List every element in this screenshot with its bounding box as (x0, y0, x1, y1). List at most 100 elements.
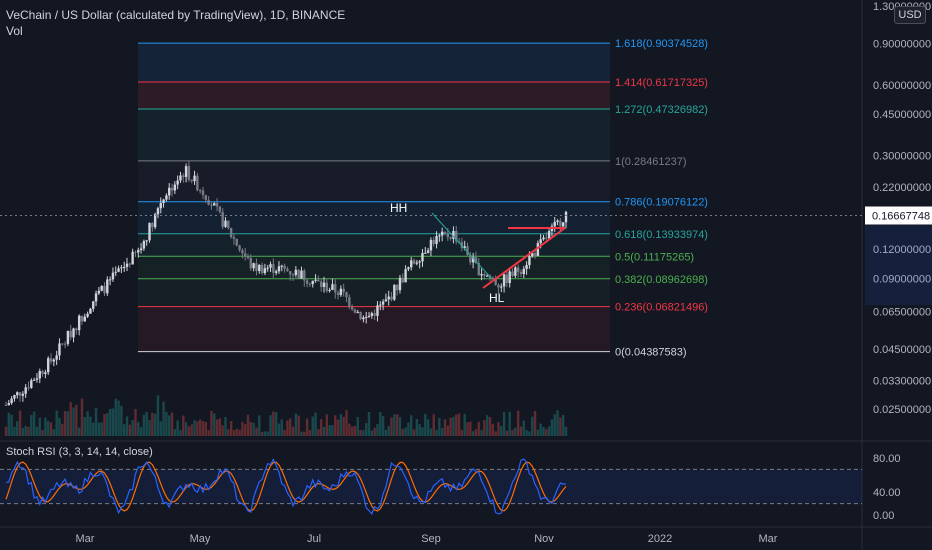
candle-body (466, 246, 469, 255)
candlesticks (4, 160, 568, 406)
candle-body (404, 269, 407, 283)
trendline-ascending (482, 227, 566, 289)
volume-bar (41, 430, 44, 436)
volume-bar (488, 417, 492, 436)
fib-label-1: 1(0.28461237) (615, 156, 687, 168)
volume-bar (128, 424, 132, 436)
candle-body (114, 271, 117, 273)
candle-body (213, 203, 216, 206)
volume-bar (426, 419, 430, 436)
candle-body (218, 206, 222, 212)
candle-body (255, 263, 258, 272)
candle-body (38, 371, 41, 379)
candle-body (342, 288, 345, 292)
candle-body (440, 231, 444, 236)
candle-body (379, 304, 382, 306)
volume-bar (269, 415, 272, 436)
candle-body (266, 267, 269, 269)
volume-bar (356, 416, 359, 436)
volume-bar (207, 430, 210, 436)
candle-body (460, 242, 464, 248)
y-tick-label: 0.09000000 (873, 273, 931, 285)
volume-bar (27, 426, 30, 436)
candle-body (449, 237, 452, 239)
volume-bar (32, 411, 36, 436)
volume-bar (398, 417, 402, 436)
candle-body (381, 301, 385, 305)
volume-bar (55, 410, 58, 436)
candle-body (432, 239, 435, 245)
volume-bar (542, 427, 545, 436)
candle-body (89, 308, 92, 314)
volume-bar (480, 429, 483, 436)
candle-body (373, 313, 376, 316)
volume-bar (153, 413, 157, 436)
candle-body (297, 269, 300, 279)
volume-bar (266, 431, 269, 436)
candle-body (516, 267, 520, 272)
candle-body (393, 284, 396, 300)
volume-bar (308, 429, 312, 436)
volume-bar (497, 422, 500, 436)
candle-body (547, 231, 551, 239)
candle-body (229, 228, 233, 238)
candle-body (339, 288, 343, 296)
candle-body (263, 268, 267, 274)
candle-body (198, 190, 202, 192)
volume-bar (97, 422, 101, 436)
volume-bar (415, 418, 419, 436)
candle-body (210, 204, 213, 206)
candle-body (27, 387, 30, 389)
volume-bar (376, 424, 379, 436)
volume-bar (7, 412, 11, 436)
volume-bar (47, 421, 50, 436)
volume-bar (58, 417, 61, 436)
volume-bar (176, 420, 179, 436)
volume-bar (486, 415, 489, 436)
candle-body (106, 279, 109, 294)
candle-body (556, 220, 559, 223)
volume-bar (139, 427, 143, 436)
y-tick-label: 0.03300000 (873, 376, 931, 388)
volume-bar (303, 431, 306, 436)
volume-bar (367, 411, 371, 436)
volume-bar (438, 417, 441, 436)
candle-body (100, 285, 103, 291)
candle-body (249, 257, 253, 269)
candle-body (182, 175, 185, 177)
candle-body (421, 252, 424, 262)
candle-body (156, 208, 160, 215)
volume-bar (114, 398, 117, 436)
volume-bar (122, 424, 126, 436)
volume-bar (106, 413, 109, 436)
candle-body (184, 166, 188, 177)
volume-bar (229, 421, 233, 436)
candle-body (505, 274, 509, 283)
volume-bars (4, 395, 568, 436)
volume-bar (421, 427, 424, 436)
candle-body (137, 250, 140, 253)
currency-badge[interactable]: USD (894, 6, 926, 24)
volume-bar (151, 412, 154, 436)
volume-bar (252, 422, 255, 436)
volume-bar (125, 416, 129, 436)
candle-body (122, 266, 126, 268)
candle-body (44, 372, 47, 374)
stoch-rsi-pane: 80.00 40.00 0.00 (0, 453, 901, 522)
candle-body (83, 316, 86, 322)
volume-bar (525, 430, 528, 436)
volume-bar (531, 416, 534, 436)
candle-body (196, 175, 199, 191)
fib-zone-1.414 (138, 81, 610, 110)
candle-body (305, 280, 309, 284)
candle-body (165, 195, 168, 200)
candle-body (224, 220, 227, 227)
volume-bar (435, 429, 438, 436)
candle-body (10, 398, 13, 404)
candle-body (227, 220, 230, 229)
annotation-hh: HH (390, 201, 407, 215)
volume-bar (457, 413, 461, 436)
volume-bar (235, 428, 238, 436)
volume-bar (533, 411, 537, 436)
